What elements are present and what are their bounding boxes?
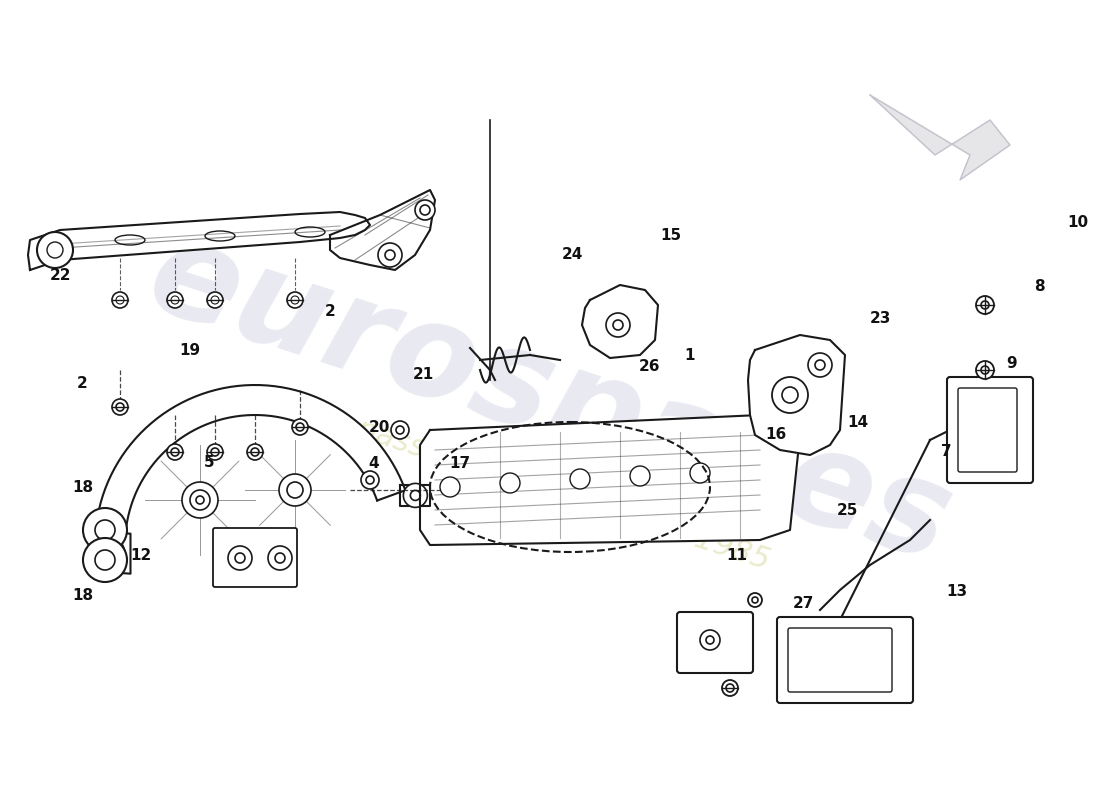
Polygon shape <box>28 212 370 270</box>
Text: 24: 24 <box>561 247 583 262</box>
Text: a passion for parts since 1985: a passion for parts since 1985 <box>327 405 773 575</box>
Text: 27: 27 <box>792 597 814 611</box>
Circle shape <box>112 292 128 308</box>
Text: 2: 2 <box>77 377 88 391</box>
Text: 26: 26 <box>638 359 660 374</box>
Circle shape <box>630 466 650 486</box>
Polygon shape <box>90 531 131 574</box>
Circle shape <box>361 471 379 489</box>
Text: 16: 16 <box>764 427 786 442</box>
Circle shape <box>378 243 402 267</box>
Polygon shape <box>870 95 1010 180</box>
Circle shape <box>772 377 808 413</box>
Circle shape <box>690 463 710 483</box>
Text: eurospares: eurospares <box>133 210 967 590</box>
Circle shape <box>440 477 460 497</box>
Circle shape <box>167 444 183 460</box>
Circle shape <box>976 361 994 379</box>
Text: 13: 13 <box>946 585 968 599</box>
Text: 9: 9 <box>1006 357 1018 371</box>
Circle shape <box>82 538 126 582</box>
Circle shape <box>167 292 183 308</box>
FancyBboxPatch shape <box>213 528 297 587</box>
FancyBboxPatch shape <box>947 377 1033 483</box>
Circle shape <box>404 483 428 507</box>
Text: 14: 14 <box>847 415 869 430</box>
Circle shape <box>207 444 223 460</box>
Circle shape <box>279 474 311 506</box>
Circle shape <box>292 419 308 435</box>
Circle shape <box>606 313 630 337</box>
FancyBboxPatch shape <box>777 617 913 703</box>
Polygon shape <box>400 486 430 506</box>
Circle shape <box>207 292 223 308</box>
Text: 11: 11 <box>726 549 748 563</box>
Circle shape <box>112 399 128 415</box>
Text: 15: 15 <box>660 229 682 243</box>
Circle shape <box>97 538 124 566</box>
Circle shape <box>228 546 252 570</box>
Text: 18: 18 <box>72 589 94 603</box>
Text: 10: 10 <box>1067 215 1089 230</box>
Circle shape <box>182 482 218 518</box>
Text: 5: 5 <box>204 455 214 470</box>
Circle shape <box>415 200 434 220</box>
Text: 8: 8 <box>1034 279 1045 294</box>
Polygon shape <box>748 335 845 455</box>
Circle shape <box>268 546 292 570</box>
Text: 20: 20 <box>368 421 390 435</box>
FancyBboxPatch shape <box>788 628 892 692</box>
FancyBboxPatch shape <box>676 612 754 673</box>
Circle shape <box>287 292 303 308</box>
Circle shape <box>37 232 73 268</box>
Polygon shape <box>330 190 434 270</box>
Polygon shape <box>420 415 800 545</box>
Text: 19: 19 <box>179 343 201 358</box>
Text: 12: 12 <box>130 549 152 563</box>
Circle shape <box>82 508 126 552</box>
Circle shape <box>700 630 720 650</box>
Circle shape <box>808 353 832 377</box>
Circle shape <box>976 296 994 314</box>
Circle shape <box>248 444 263 460</box>
Text: 21: 21 <box>412 367 434 382</box>
Circle shape <box>390 421 409 439</box>
FancyBboxPatch shape <box>958 388 1018 472</box>
Text: 22: 22 <box>50 269 72 283</box>
Circle shape <box>748 593 762 607</box>
Polygon shape <box>582 285 658 358</box>
Text: 1: 1 <box>684 349 695 363</box>
Circle shape <box>570 469 590 489</box>
Circle shape <box>500 473 520 493</box>
Text: 7: 7 <box>940 445 952 459</box>
Text: 23: 23 <box>869 311 891 326</box>
Text: 2: 2 <box>324 305 336 319</box>
Text: 4: 4 <box>368 457 379 471</box>
Polygon shape <box>96 385 406 534</box>
Text: 18: 18 <box>72 481 94 495</box>
Text: 17: 17 <box>449 457 471 471</box>
Circle shape <box>722 680 738 696</box>
Text: 25: 25 <box>836 503 858 518</box>
